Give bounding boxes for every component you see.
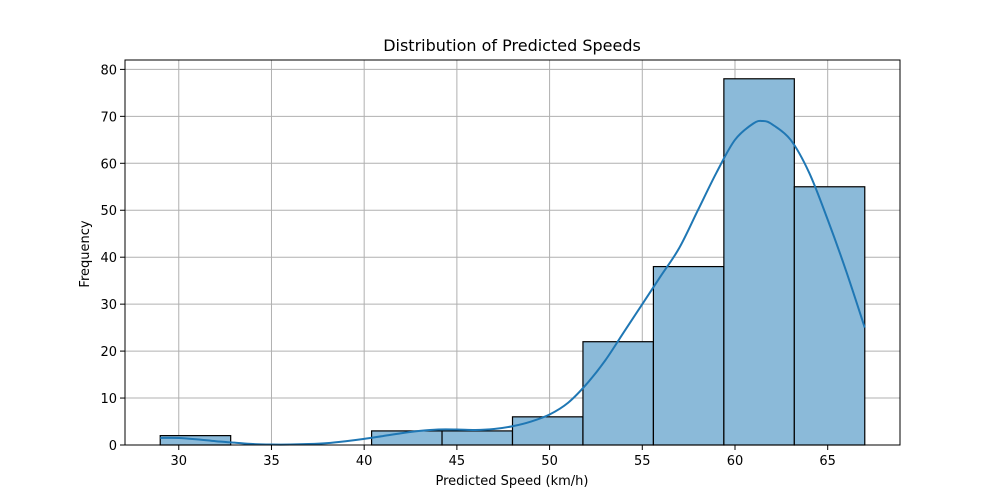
y-axis-ticks: 0 10 20 30 40 50 60 70 80 xyxy=(100,63,125,454)
histogram-bars xyxy=(159,78,866,446)
x-tick-label: 40 xyxy=(356,454,373,469)
x-tick-label: 30 xyxy=(170,454,187,469)
x-tick-label: 50 xyxy=(541,454,558,469)
histogram-bar xyxy=(511,416,584,446)
y-axis-title: Frequency xyxy=(78,220,93,287)
x-tick-label: 55 xyxy=(634,454,651,469)
histogram-bar xyxy=(652,265,725,446)
x-axis-ticks: 30 35 40 45 50 55 60 65 xyxy=(170,445,836,469)
y-tick-label: 50 xyxy=(100,204,117,219)
histogram-bar xyxy=(441,430,514,446)
y-tick-label: 40 xyxy=(100,251,117,266)
x-tick-label: 35 xyxy=(263,454,280,469)
x-axis-title: Predicted Speed (km/h) xyxy=(436,474,589,489)
x-tick-label: 45 xyxy=(449,454,466,469)
y-tick-label: 20 xyxy=(100,345,117,360)
y-tick-label: 10 xyxy=(100,392,117,407)
y-tick-label: 0 xyxy=(109,439,117,454)
y-tick-label: 70 xyxy=(100,110,117,125)
histogram-bar xyxy=(582,341,655,446)
x-tick-label: 65 xyxy=(819,454,836,469)
y-tick-label: 30 xyxy=(100,298,117,313)
y-tick-label: 60 xyxy=(100,157,117,172)
plot-frame xyxy=(124,59,901,446)
y-tick-label: 80 xyxy=(100,63,117,78)
x-tick-label: 60 xyxy=(727,454,744,469)
chart-title: Distribution of Predicted Speeds xyxy=(383,36,641,55)
